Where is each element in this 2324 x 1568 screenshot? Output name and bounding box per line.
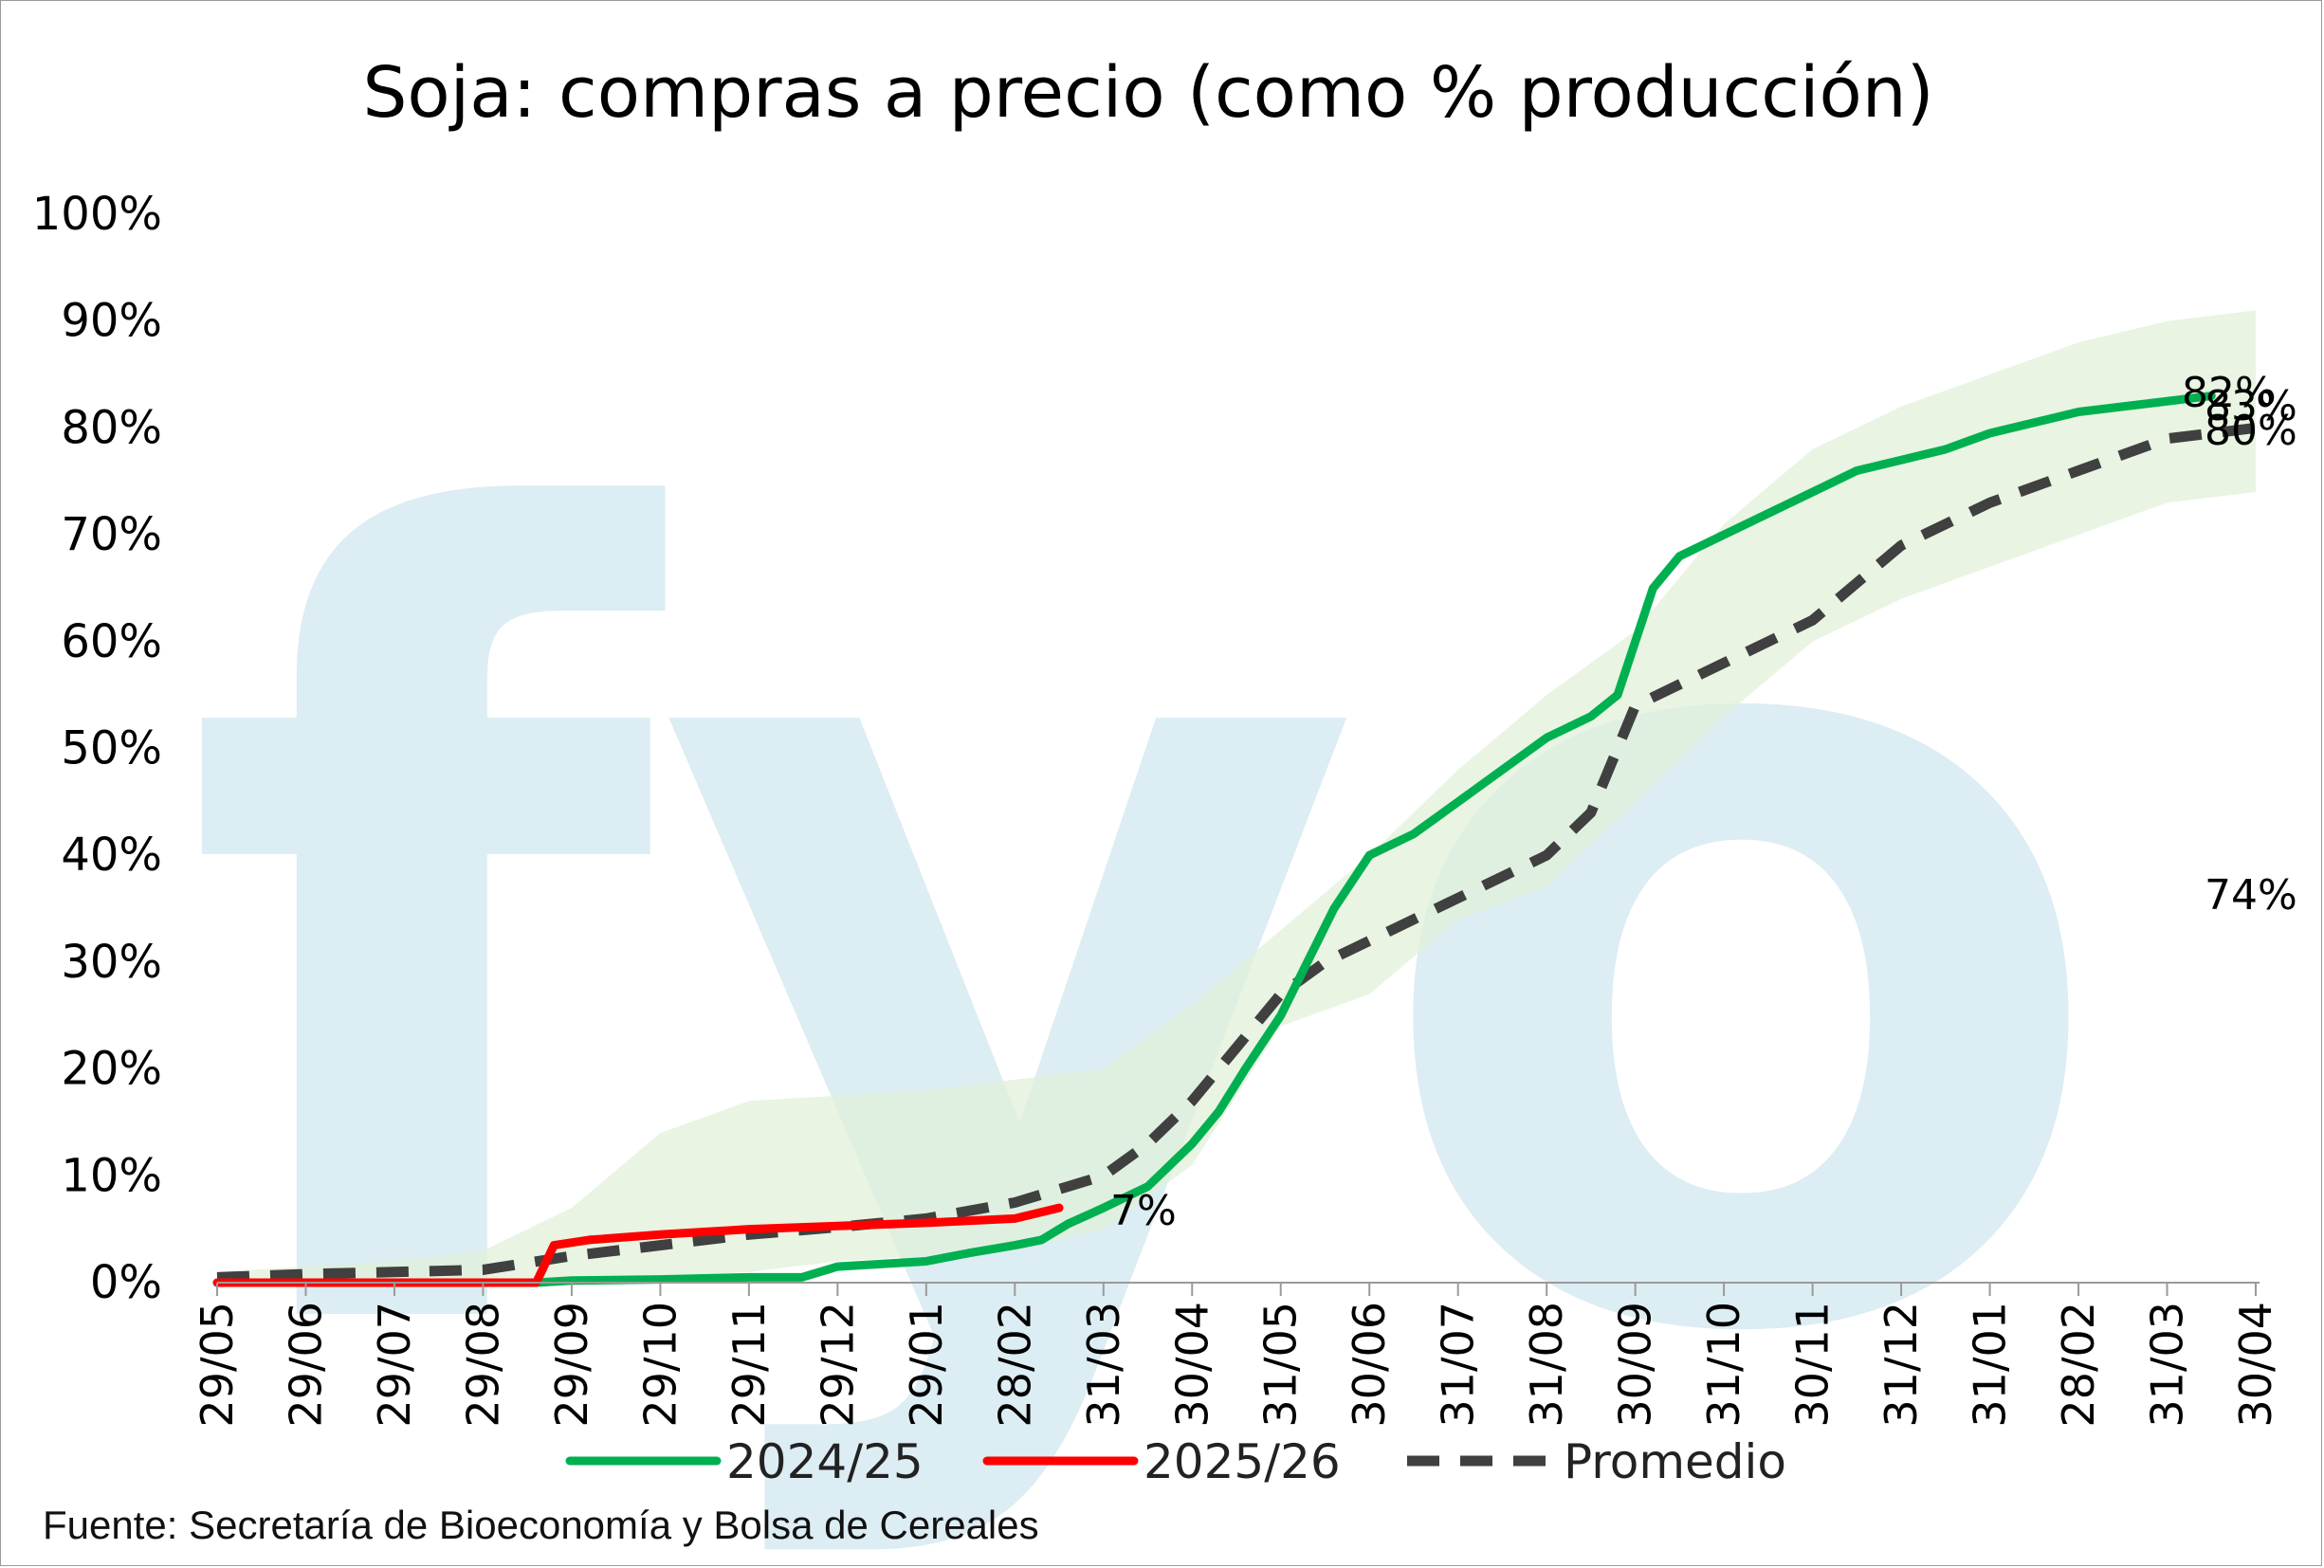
x-tick-labels: 29/05 29/06 29/07 29/08 29/09 29/10 29/11 29/12… [192,1302,2281,1428]
chart-title: Soja: compras a precio (como % producció… [362,52,1933,134]
x-axis [216,1282,2260,1296]
x-tick-label: 30/04 [2230,1302,2281,1428]
legend-label: 2025/26 [1144,1434,1341,1489]
y-tick-label: 60% [61,615,162,668]
source-note: Fuente: Secretaría de Bioeconomía y Bols… [43,1503,1039,1547]
x-tick-label: 30/09 [1610,1302,1661,1428]
y-tick-label: 30% [61,936,162,989]
band-area [217,310,2256,1284]
x-tick-label: 31/12 [1876,1302,1927,1428]
y-tick-label: 100% [32,188,162,241]
x-tick-label: 30/04 [1166,1302,1217,1428]
x-tick-label: 29/09 [546,1302,597,1428]
end-value-label: 80% [2205,407,2297,455]
x-tick-label: 29/11 [723,1302,775,1428]
y-tick-label: 80% [61,401,162,454]
end-value-label: 74% [2205,871,2297,920]
y-tick-label: 20% [61,1043,162,1096]
legend-label: 2024/25 [726,1434,924,1489]
x-tick-label: 30/06 [1344,1302,1395,1428]
x-tick-label: 29/08 [457,1302,508,1428]
series-line-202425 [212,392,2216,1287]
y-tick-label: 40% [61,829,162,882]
x-tick-label: 29/07 [369,1302,420,1428]
x-tick-label: 31/03 [2142,1302,2193,1428]
end-value-label: 83% [2205,382,2297,430]
x-tick-label: 31/05 [1255,1302,1307,1428]
series-line-promedio [216,422,2257,1283]
x-tick-label: 29/01 [901,1302,952,1428]
legend-label: Promedio [1564,1434,1786,1489]
x-tick-label: 29/12 [812,1302,863,1428]
x-tick-label: 31/03 [1078,1302,1129,1428]
x-tick-label: 31/01 [1965,1302,2016,1428]
end-value-label: 7% [1110,1187,1177,1235]
x-tick-label: 28/02 [989,1302,1040,1428]
x-tick-label: 28/02 [2053,1302,2104,1428]
x-tick-label: 31/08 [1521,1302,1572,1428]
x-tick-label: 29/10 [634,1302,686,1428]
y-tick-label: 10% [61,1149,162,1202]
end-value-label: 82% [2182,369,2275,417]
y-tick-label: 70% [61,508,162,561]
y-axis: 0% 10% 20% 30% 40% 50% 60% 70% 80% 90% 100% [32,188,162,1309]
x-tick-label: 29/05 [192,1302,243,1428]
x-tick-label: 31/07 [1433,1302,1484,1428]
x-tick-label: 29/06 [280,1302,331,1428]
end-labels: 82%83%80% 74% 7% [1110,369,2297,1235]
x-tick-label: 30/11 [1787,1302,1839,1428]
y-tick-label: 50% [61,722,162,775]
y-tick-label: 0% [90,1256,162,1309]
min-max-band [217,310,2256,1284]
legend: 2024/25 2025/26 Promedio [565,1434,1786,1489]
y-tick-label: 90% [61,295,162,348]
x-tick-label: 31/10 [1698,1302,1749,1428]
